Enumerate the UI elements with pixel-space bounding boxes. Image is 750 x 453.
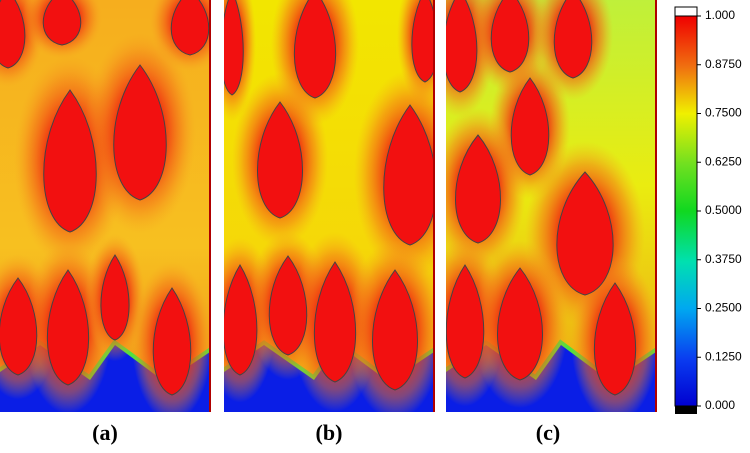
droplet <box>100 254 130 341</box>
droplet <box>593 282 637 396</box>
tick-label: 0.2500 <box>705 301 742 315</box>
droplet <box>553 0 593 79</box>
droplet <box>0 277 38 376</box>
tick-label: 0.7500 <box>705 106 742 120</box>
tick-label: 0.3750 <box>705 252 742 266</box>
droplet <box>490 0 530 73</box>
droplet <box>556 171 614 296</box>
droplet <box>46 269 90 386</box>
tick-label: 0.8750 <box>705 57 742 71</box>
panel-label: (b) <box>316 420 343 445</box>
droplet <box>383 104 434 246</box>
droplet <box>257 101 303 219</box>
droplet <box>497 267 543 381</box>
droplet <box>170 0 210 56</box>
droplet <box>446 264 485 379</box>
droplet <box>224 264 258 376</box>
panel-b <box>224 0 434 412</box>
colorbar-gradient <box>674 15 698 407</box>
tick-label: 0.000 <box>705 398 735 412</box>
panel-c <box>446 0 656 412</box>
droplet <box>293 0 337 99</box>
tick-label: 1.000 <box>705 8 735 22</box>
droplet <box>152 287 192 396</box>
droplet <box>113 64 167 201</box>
panel-a <box>0 0 210 412</box>
droplet <box>510 77 550 176</box>
colorbar: 0.000 0.1250 0.2500 0.3750 0.5000 0.6250 0.750… <box>674 6 742 414</box>
colorbar-over <box>674 6 698 17</box>
droplet <box>455 134 501 244</box>
tick-label: 0.5000 <box>705 203 742 217</box>
droplet <box>0 0 26 69</box>
droplet <box>43 89 97 233</box>
panel-label: (c) <box>536 420 560 445</box>
tick-label: 0.1250 <box>705 349 742 363</box>
panel-label: (a) <box>92 420 118 445</box>
droplet <box>446 0 478 93</box>
colorbar-under <box>675 406 697 414</box>
tick-label: 0.6250 <box>705 154 742 168</box>
droplet <box>224 0 244 96</box>
droplet <box>372 269 418 391</box>
droplet <box>42 0 82 46</box>
droplet <box>268 255 308 356</box>
droplet <box>313 261 357 383</box>
droplet <box>411 0 434 83</box>
